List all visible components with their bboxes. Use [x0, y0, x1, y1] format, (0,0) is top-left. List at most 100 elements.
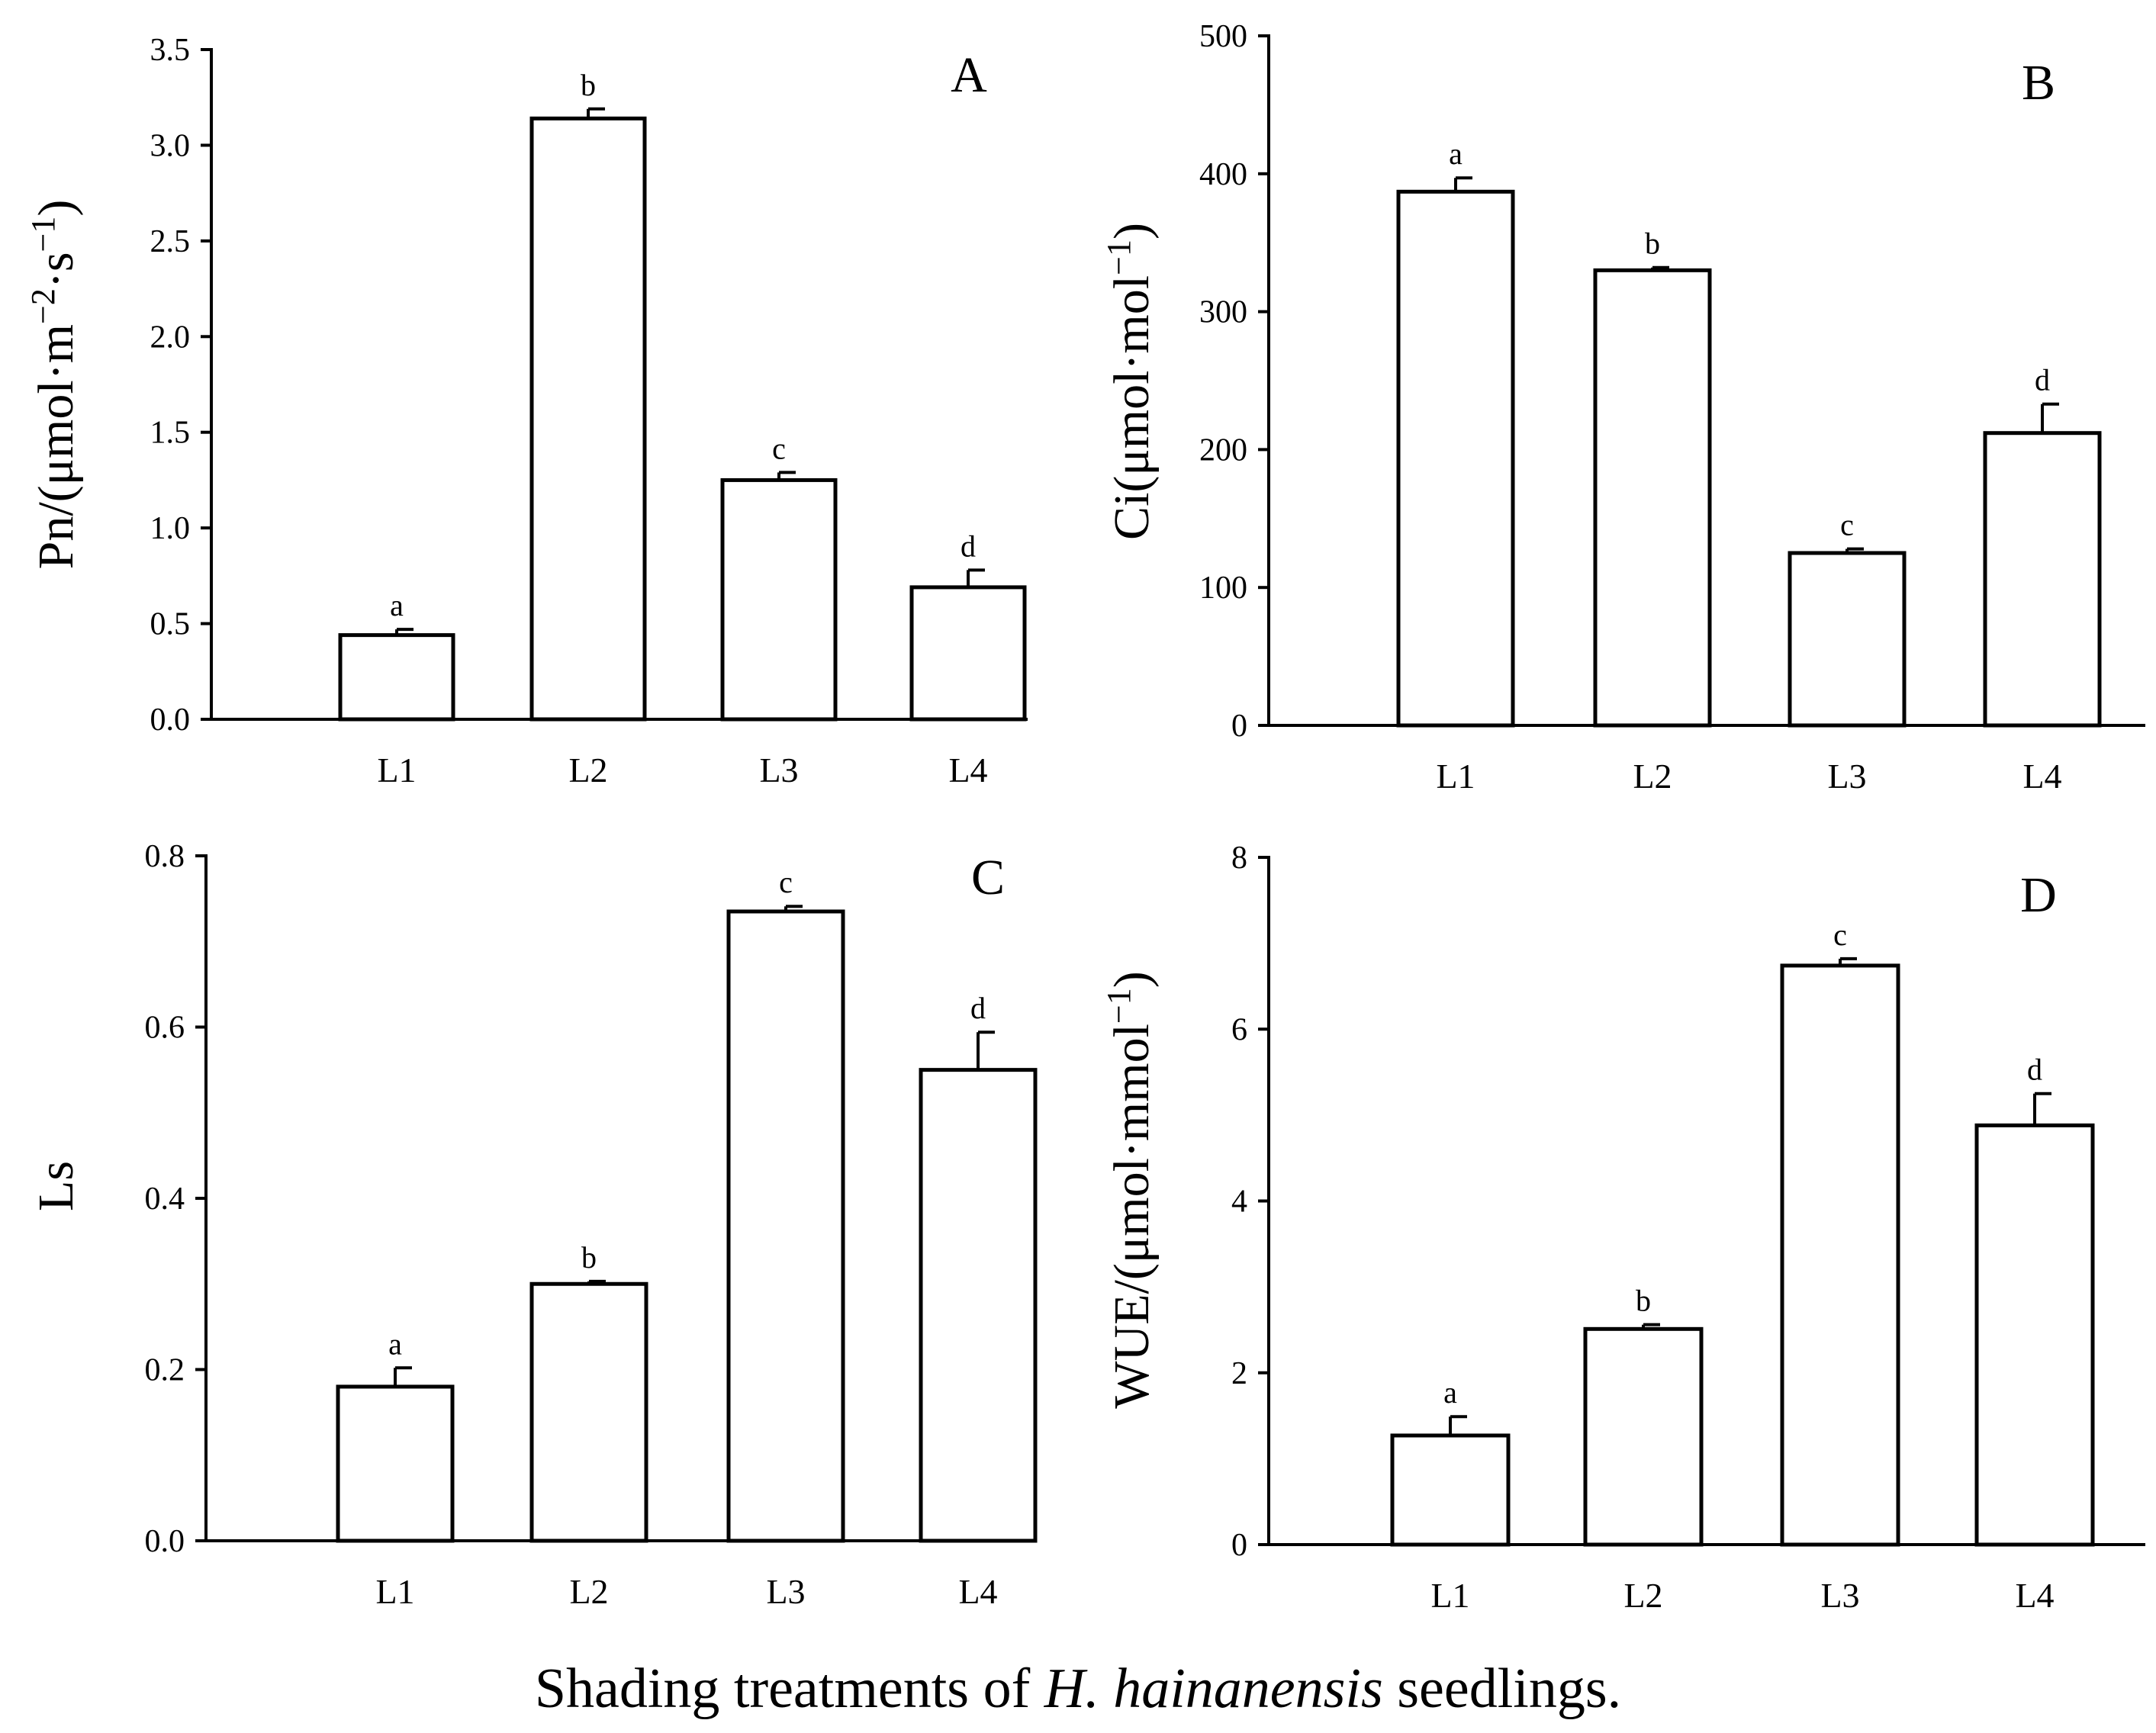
significance-label: c: [772, 431, 786, 465]
bar-L4: [909, 585, 1027, 722]
significance-label: d: [970, 991, 986, 1025]
bar-L3: [720, 477, 838, 722]
y-tick-label: 8: [1231, 841, 1247, 876]
bar-L2: [1583, 1326, 1704, 1547]
y-tick-label: 6: [1231, 1012, 1247, 1047]
significance-label: c: [779, 865, 793, 899]
y-axis-label-superscript: −1: [1100, 240, 1138, 275]
category-label: L2: [1623, 1576, 1662, 1615]
y-axis-label-superscript: −1: [24, 217, 62, 252]
bar-L3: [726, 909, 845, 1543]
significance-label: b: [581, 1240, 597, 1275]
category-label: L1: [1430, 1576, 1469, 1615]
bar-L4: [919, 1068, 1038, 1543]
significance-label: a: [388, 1326, 402, 1361]
caption-suffix: seedlings.: [1383, 1657, 1621, 1720]
y-axis-label-superscript: −1: [1100, 988, 1138, 1024]
bar-L1: [336, 1384, 455, 1543]
y-axis-label-part: Ls: [28, 1161, 84, 1211]
y-axis-label: Ci(μmol·mol−1): [1100, 223, 1160, 540]
figure-caption: Shading treatments of H. hainanensis see…: [535, 1657, 1621, 1720]
panel-letter: C: [971, 850, 1005, 905]
y-axis-label-part: WUE/(μmol·mmol: [1104, 1024, 1160, 1409]
y-tick-label: 2.5: [150, 224, 191, 259]
bar-L1: [1396, 189, 1515, 728]
bar-L1: [1390, 1433, 1511, 1547]
bar-L3: [1788, 551, 1907, 728]
category-label: L3: [1820, 1576, 1859, 1615]
category-label: L2: [568, 751, 607, 789]
y-tick-label: 1.0: [150, 511, 191, 546]
y-tick-label: 0.6: [145, 1011, 185, 1046]
panel-letter: A: [951, 47, 987, 103]
bar-L2: [529, 116, 647, 722]
y-tick-label: 0.0: [150, 703, 191, 738]
significance-label: d: [961, 529, 976, 563]
y-tick-label: 0: [1231, 709, 1247, 744]
category-label: L4: [948, 751, 987, 789]
y-axis-label-part: ·s: [28, 252, 84, 288]
panel-D: 0 2 4 6 8 a L1 b L2 c L3 d L4 D WUE/(μmol·mmol−1): [1100, 841, 2145, 1615]
y-axis-label-part: ): [28, 200, 84, 217]
significance-label: b: [1636, 1284, 1651, 1318]
y-axis-label-part: Ci(μmol·mol: [1104, 275, 1160, 540]
y-tick-label: 0.4: [145, 1182, 185, 1217]
y-tick-label: 500: [1199, 19, 1247, 54]
caption-species: H. hainanensis: [1044, 1657, 1383, 1720]
y-tick-label: 3.5: [150, 33, 191, 68]
significance-label: c: [1833, 918, 1847, 952]
category-label: L2: [569, 1572, 608, 1611]
bar-L3: [1780, 963, 1900, 1547]
panel-letter: B: [2022, 55, 2055, 111]
category-label: L4: [2015, 1576, 2054, 1615]
y-axis-label-part: Pn/(μmol·m: [28, 324, 84, 569]
significance-label: a: [390, 588, 404, 622]
y-tick-label: 0.5: [150, 607, 191, 642]
category-label: L2: [1633, 757, 1672, 796]
significance-label: b: [581, 68, 596, 102]
y-axis-label-part: ): [1104, 223, 1160, 240]
significance-label: c: [1840, 508, 1854, 542]
bar-L1: [338, 633, 455, 722]
category-label: L1: [1436, 757, 1475, 796]
panel-letter: D: [2020, 867, 2057, 923]
caption-prefix: Shading treatments of: [535, 1657, 1044, 1720]
bar-L4: [1974, 1123, 2095, 1547]
y-tick-label: 0.2: [145, 1353, 185, 1388]
y-axis-label: Ls: [28, 1161, 84, 1211]
category-label: L3: [766, 1572, 805, 1611]
y-tick-label: 3.0: [150, 128, 191, 163]
y-tick-label: 100: [1199, 571, 1247, 606]
y-tick-label: 2.0: [150, 320, 191, 355]
category-label: L4: [2022, 757, 2061, 796]
panel-A: 0.0 0.5 1.0 1.5 2.0 2.5 3.0 3.5 a L1 b L2 c L3 d L4 A Pn/…: [24, 33, 1028, 789]
y-axis-label: Pn/(μmol·m−2·s−1): [24, 200, 85, 570]
significance-label: d: [2035, 363, 2050, 397]
y-tick-label: 0.0: [145, 1524, 185, 1559]
category-label: L3: [1827, 757, 1866, 796]
category-label: L3: [759, 751, 798, 789]
significance-label: b: [1645, 227, 1660, 261]
category-label: L1: [375, 1572, 414, 1611]
y-tick-label: 0: [1231, 1528, 1247, 1563]
y-tick-label: 400: [1199, 157, 1247, 192]
bar-L2: [529, 1281, 648, 1543]
y-axis-label: WUE/(μmol·mmol−1): [1100, 971, 1160, 1408]
y-tick-label: 200: [1199, 432, 1247, 468]
y-axis-label-part: ): [1104, 971, 1160, 988]
category-label: L1: [377, 751, 416, 789]
bar-L2: [1593, 268, 1712, 728]
panel-B: 0 100 200 300 400 500 a L1 b L2 c L3 d L4 B Ci(μmol·mol…: [1100, 19, 2145, 796]
y-tick-label: 1.5: [150, 416, 191, 451]
significance-label: a: [1443, 1375, 1457, 1410]
significance-label: d: [2027, 1053, 2042, 1087]
panel-C: 0.0 0.2 0.4 0.6 0.8 a L1 b L2 c L3 d L4 C Ls: [28, 839, 1038, 1611]
y-axis-label-superscript: −2: [24, 288, 62, 324]
bar-L4: [1983, 431, 2102, 728]
y-tick-label: 2: [1231, 1356, 1247, 1391]
chart-panels: 0.0 0.5 1.0 1.5 2.0 2.5 3.0 3.5 a L1 b L2 c L3 d L4 A Pn/…: [24, 19, 2145, 1615]
y-tick-label: 4: [1231, 1185, 1247, 1220]
significance-label: a: [1449, 137, 1463, 171]
y-tick-label: 0.8: [145, 839, 185, 874]
